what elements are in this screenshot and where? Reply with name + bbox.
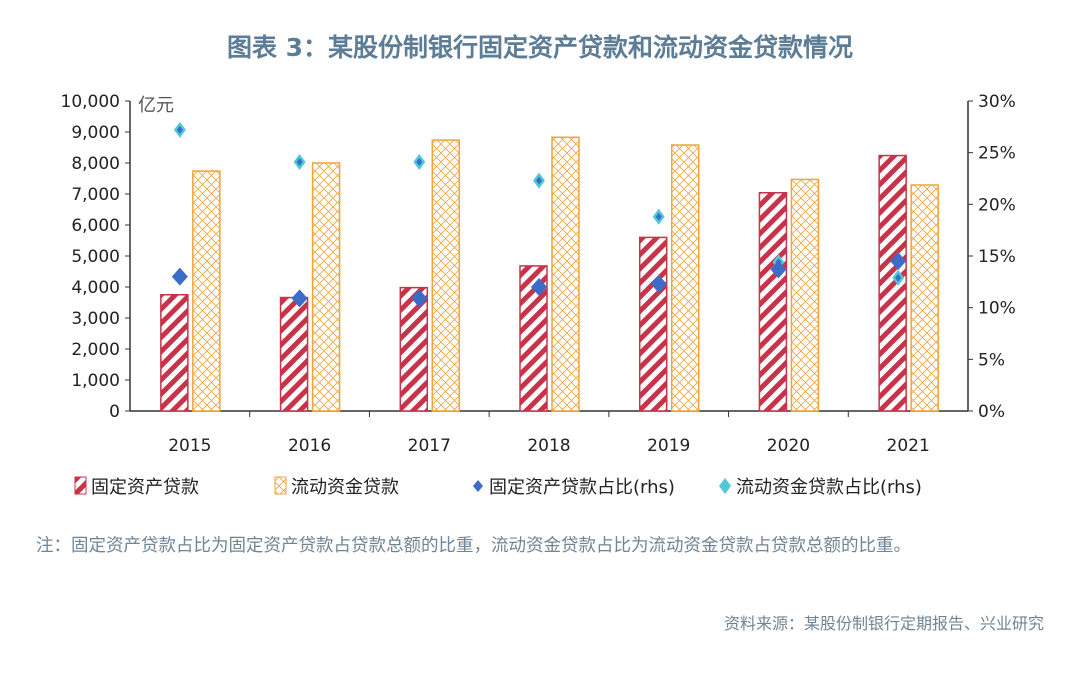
bar-fixed-asset-loan — [638, 236, 668, 412]
footnote: 注：固定资产贷款占比为固定资产贷款占贷款总额的比重，流动资金贷款占比为流动资金贷… — [36, 536, 911, 556]
marker-fixed-asset-ratio — [411, 289, 428, 308]
bar-fixed-asset-loan — [878, 154, 907, 412]
marker-fixed-asset-ratio — [890, 252, 907, 271]
y2-tick-label: 15% — [978, 247, 1016, 267]
x-tick-label: 2016 — [288, 436, 331, 456]
marker-working-capital-ratio-core — [416, 157, 423, 166]
legend-label: 流动资金贷款 — [291, 477, 399, 498]
chart-title: 图表 3：某股份制银行固定资产贷款和流动资金贷款情况 — [226, 33, 854, 62]
y2-tick-label: 5% — [978, 350, 1005, 370]
legend-swatch-fixed-asset-loan — [74, 476, 87, 495]
legend-label: 流动资金贷款占比(rhs) — [736, 477, 922, 498]
legend-swatch-fixed-asset-ratio — [473, 480, 483, 492]
y2-tick-label: 30% — [978, 92, 1016, 112]
x-tick-label: 2015 — [168, 436, 211, 456]
y-tick-label: 7,000 — [71, 185, 120, 205]
y2-tick-label: 25% — [978, 144, 1016, 164]
marker-fixed-asset-ratio — [291, 289, 308, 308]
y2-tick-label: 20% — [978, 195, 1016, 215]
y2-tick-label: 10% — [978, 299, 1016, 319]
y2-tick-label: 0% — [978, 402, 1005, 422]
marker-working-capital-ratio-core — [536, 176, 542, 185]
bar-working-capital-loan — [311, 162, 341, 412]
marker-fixed-asset-ratio — [650, 274, 667, 293]
marker-fixed-asset-ratio — [531, 278, 547, 296]
bar-fixed-asset-loan — [160, 294, 189, 412]
x-tick-label: 2021 — [887, 436, 930, 456]
y-tick-label: 5,000 — [71, 247, 120, 267]
marker-working-capital-ratio-core — [296, 157, 303, 166]
marker-working-capital-ratio-core — [655, 212, 662, 221]
chart: 0 1,000 2,000 3,000 4,000 5,000 6,000 7,000 8,00… — [61, 92, 1016, 498]
legend-swatch-working-capital-loan — [274, 476, 287, 495]
x-tick-label: 2018 — [527, 436, 570, 456]
x-tick-label: 2019 — [647, 436, 690, 456]
y-tick-label: 3,000 — [71, 309, 120, 329]
bar-fixed-asset-loan — [758, 192, 788, 412]
y-tick-label: 0 — [109, 402, 120, 422]
x-tick-label: 2017 — [408, 436, 451, 456]
marker-fixed-asset-ratio — [770, 260, 787, 279]
marker-working-capital-ratio-core — [895, 273, 902, 282]
bar-fixed-asset-loan — [279, 296, 309, 412]
y-tick-label: 4,000 — [71, 278, 120, 298]
bar-fixed-asset-loan — [399, 286, 429, 412]
source-text: 资料来源：某股份制银行定期报告、兴业研究 — [723, 614, 1044, 633]
y-tick-label: 10,000 — [61, 92, 120, 112]
y-tick-label: 6,000 — [71, 216, 120, 236]
bar-working-capital-loan — [790, 178, 820, 412]
bar-working-capital-loan — [910, 184, 939, 412]
y-tick-label: 2,000 — [71, 340, 120, 360]
y-tick-label: 8,000 — [71, 154, 120, 174]
marker-fixed-asset-ratio — [171, 267, 188, 286]
bar-working-capital-loan — [670, 144, 700, 412]
bar-working-capital-loan — [551, 136, 580, 412]
x-tick-label: 2020 — [767, 436, 810, 456]
legend-swatch-working-capital-ratio — [719, 478, 731, 494]
bar-working-capital-loan — [431, 139, 461, 412]
legend-label: 固定资产贷款占比(rhs) — [489, 477, 675, 498]
unit-label: 亿元 — [138, 95, 174, 116]
bar-working-capital-loan — [192, 170, 221, 412]
y-tick-label: 1,000 — [71, 371, 120, 391]
marker-working-capital-ratio-core — [176, 125, 183, 134]
legend-label: 固定资产贷款 — [91, 477, 199, 498]
y-tick-label: 9,000 — [71, 123, 120, 143]
